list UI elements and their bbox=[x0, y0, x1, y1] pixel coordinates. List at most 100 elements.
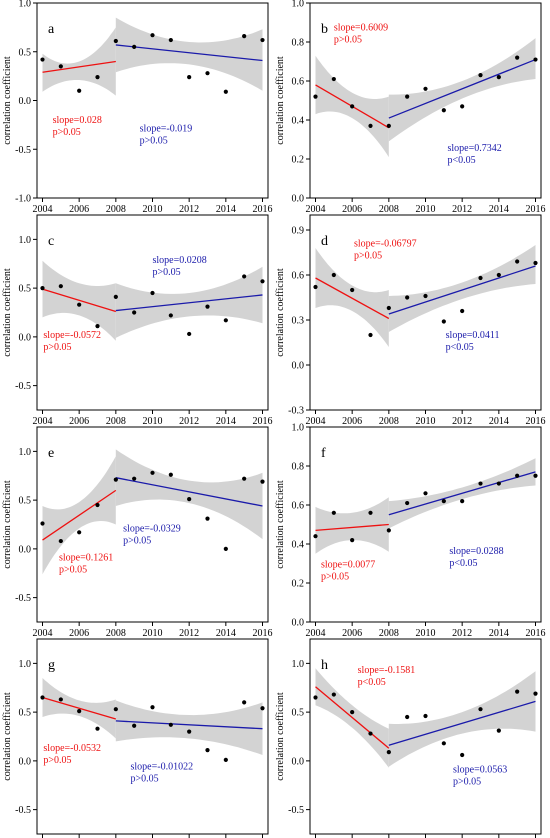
data-point bbox=[478, 275, 483, 281]
data-point bbox=[368, 332, 373, 338]
y-tick-label: 0.0 bbox=[19, 544, 32, 555]
y-tick-label: 0.5 bbox=[19, 284, 32, 295]
annotation-late: slope=0.7342 bbox=[448, 143, 502, 154]
panel-c: 2004 2006 2008 2010 2012 2014 2016 1.0 0.5 0.0 -0.… bbox=[2, 214, 273, 427]
data-point bbox=[150, 290, 155, 296]
y-tick-label: 1.0 bbox=[292, 423, 305, 434]
data-point bbox=[405, 500, 410, 506]
data-point bbox=[95, 502, 100, 508]
data-point bbox=[58, 538, 63, 544]
data-point bbox=[58, 64, 63, 69]
x-tick-label: 2016 bbox=[526, 204, 546, 215]
data-point bbox=[478, 481, 483, 486]
y-tick-label: 0.9 bbox=[292, 226, 305, 237]
y-axis-label: correlation coefficient bbox=[2, 692, 13, 781]
panel-label: e bbox=[48, 446, 54, 461]
data-point bbox=[515, 259, 520, 264]
y-tick-label: -0.5 bbox=[15, 145, 31, 156]
data-point bbox=[350, 104, 355, 109]
data-point bbox=[386, 305, 391, 311]
x-tick-label: 2012 bbox=[179, 204, 199, 215]
data-point bbox=[533, 57, 538, 62]
data-point bbox=[350, 287, 355, 293]
y-tick-label: 0.0 bbox=[292, 618, 305, 629]
y-tick-label: 0.0 bbox=[19, 756, 32, 767]
x-tick-label: 2010 bbox=[416, 628, 436, 639]
annotation-early: slope=0.028 bbox=[53, 115, 102, 126]
x-tick-label: 2016 bbox=[253, 416, 273, 427]
y-tick-label: 1.0 bbox=[19, 659, 32, 670]
data-point bbox=[205, 516, 210, 521]
x-tick-label: 2016 bbox=[526, 416, 546, 427]
plot-frame bbox=[36, 2, 269, 199]
y-tick-label: 0.5 bbox=[19, 708, 32, 719]
y-tick-label: -0.5 bbox=[15, 381, 31, 392]
annotation-late: slope=0.0208 bbox=[153, 255, 207, 266]
data-point bbox=[368, 123, 373, 128]
data-point bbox=[331, 272, 336, 278]
panel-label: g bbox=[48, 658, 55, 673]
panel-a: 2004 2006 2008 2010 2012 2014 2016 1.0 0.5 0.0 -0.… bbox=[2, 0, 273, 215]
panel-h: 20042006200820102012201420161.00.50.0-0.… bbox=[275, 638, 542, 838]
data-point bbox=[533, 691, 538, 696]
data-point bbox=[205, 71, 210, 76]
y-tick-label: -0.5 bbox=[288, 805, 304, 816]
y-axis-label: correlation coefficient bbox=[275, 56, 286, 145]
data-point bbox=[77, 302, 82, 307]
annotation-early: slope=0.1261 bbox=[59, 553, 113, 564]
regression-line-late bbox=[115, 720, 263, 730]
annotation-early: slope=-0.0532 bbox=[43, 743, 101, 754]
regression-line-early bbox=[42, 696, 117, 720]
panel-label: h bbox=[321, 658, 328, 673]
annotation-early: slope=-0.06797 bbox=[354, 239, 417, 250]
y-tick-label: -0.5 bbox=[15, 593, 31, 604]
data-point bbox=[205, 304, 210, 309]
y-tick-label: 0.3 bbox=[292, 316, 305, 327]
data-point bbox=[113, 707, 118, 712]
data-point bbox=[405, 295, 410, 300]
y-tick-label: 0.4 bbox=[292, 116, 305, 127]
x-tick-label: 2010 bbox=[143, 416, 163, 427]
confidence-band-late bbox=[388, 245, 536, 332]
regression-line-late bbox=[115, 294, 263, 312]
data-point bbox=[260, 479, 265, 484]
y-axis-label: correlation coefficient bbox=[2, 56, 13, 145]
y-axis-label: correlation coefficient bbox=[2, 268, 13, 357]
data-point bbox=[242, 476, 247, 481]
x-tick-label: 2010 bbox=[416, 204, 436, 215]
data-point bbox=[478, 707, 483, 712]
x-tick-label: 2012 bbox=[179, 416, 199, 427]
panel-b: 2004 2006 2008 2010 2012 2014 2016 1.0 0.8 0.6 0.4… bbox=[275, 0, 546, 215]
x-tick-label: 2014 bbox=[489, 416, 509, 427]
data-point bbox=[331, 510, 336, 515]
annotation-early: p>0.05 bbox=[59, 565, 87, 576]
y-tick-label: 0.5 bbox=[19, 496, 32, 507]
data-point bbox=[441, 741, 446, 746]
y-tick-label: -1.0 bbox=[15, 194, 31, 205]
data-point bbox=[132, 476, 137, 481]
data-point bbox=[313, 534, 318, 539]
y-tick-label: 1.0 bbox=[19, 447, 32, 458]
data-point bbox=[460, 308, 465, 314]
data-point bbox=[460, 752, 465, 758]
data-point bbox=[223, 757, 228, 763]
y-tick-label: 0.5 bbox=[19, 47, 32, 58]
annotation-late: p<0.05 bbox=[449, 558, 477, 569]
y-tick-label: 0.0 bbox=[19, 332, 32, 343]
data-point bbox=[478, 73, 483, 78]
x-tick-label: 2006 bbox=[342, 628, 362, 639]
annotation-late: slope=0.0411 bbox=[446, 330, 500, 341]
data-point bbox=[260, 37, 265, 43]
confidence-band-early bbox=[42, 27, 116, 96]
data-point bbox=[95, 75, 100, 80]
y-tick-label: -0.5 bbox=[15, 805, 31, 816]
data-point bbox=[223, 318, 228, 323]
regression-line-late bbox=[115, 44, 263, 62]
panel-g: 20042006200820102012201420161.00.50.0-0.… bbox=[2, 638, 269, 838]
confidence-band-late bbox=[115, 17, 263, 91]
data-point bbox=[242, 274, 247, 279]
annotation-early: slope=0.0077 bbox=[321, 559, 375, 570]
data-point bbox=[113, 38, 118, 44]
x-tick-label: 2014 bbox=[216, 416, 236, 427]
